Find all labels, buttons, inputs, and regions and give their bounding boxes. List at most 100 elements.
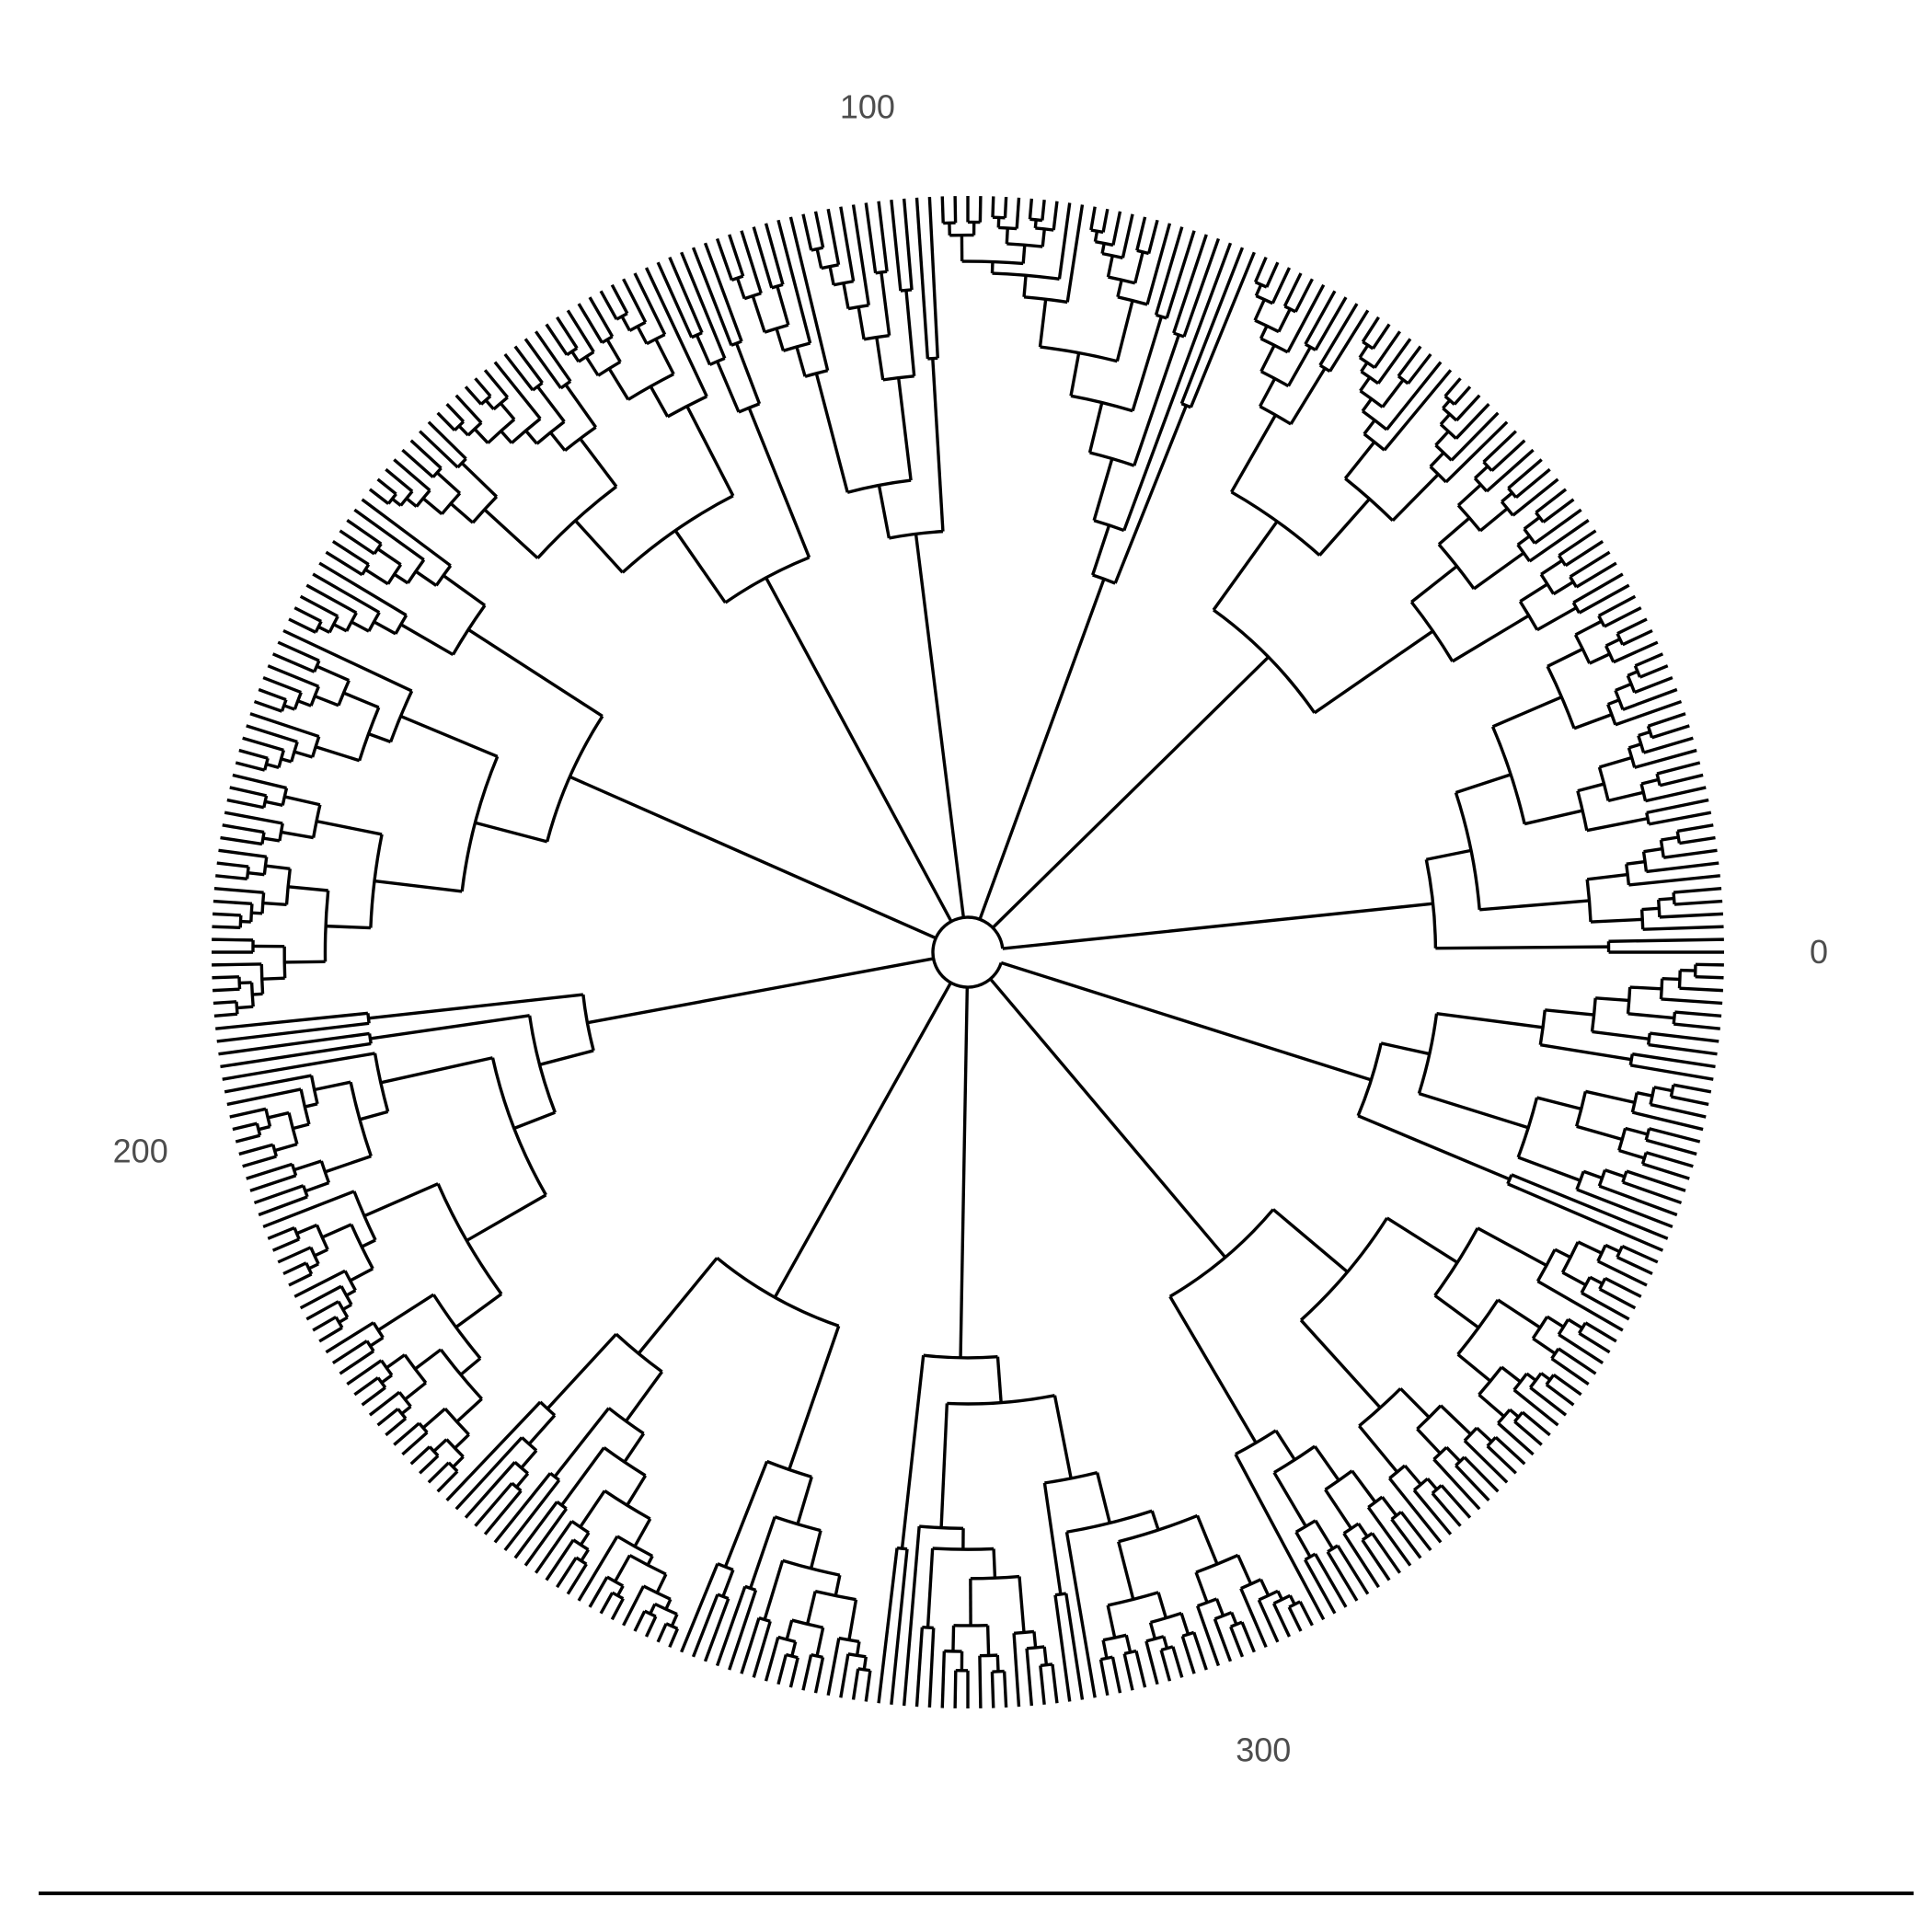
connector-arc — [563, 425, 597, 453]
connector-arc — [260, 832, 266, 845]
internal-branch — [1236, 1554, 1253, 1585]
internal-branch — [1179, 1612, 1190, 1635]
internal-branch — [1018, 1576, 1026, 1633]
tip-branch — [978, 1655, 983, 1708]
tip-branch — [224, 1074, 312, 1094]
connector-arc — [235, 1001, 239, 1015]
connector-arc — [1013, 1629, 1035, 1635]
tip-branch — [436, 1470, 459, 1493]
tip-branch — [242, 1155, 277, 1168]
tip-branch — [1122, 242, 1233, 532]
connector-arc — [1145, 1635, 1165, 1643]
connector-arc — [1640, 1152, 1648, 1165]
internal-branch — [1662, 976, 1680, 982]
tip-branch — [1679, 986, 1724, 993]
tip-branch — [864, 202, 878, 274]
tip-branch — [1328, 309, 1370, 373]
internal-branch — [457, 424, 470, 437]
internal-branch — [1491, 696, 1563, 729]
tip-branch — [1385, 361, 1443, 431]
connector-arc — [1359, 389, 1384, 408]
tip-branch — [493, 361, 542, 420]
tip-branch — [1608, 937, 1724, 943]
connector-arc — [1344, 477, 1394, 523]
internal-branch — [1604, 1243, 1621, 1254]
connector-arc — [900, 288, 913, 293]
connector-arc — [1168, 1208, 1275, 1298]
connector-arc — [1456, 1299, 1500, 1356]
connector-arc — [811, 1652, 823, 1660]
connector-arc — [846, 478, 912, 494]
connector-arc — [1100, 1655, 1113, 1662]
connector-arc — [367, 1033, 373, 1044]
internal-branch — [1517, 1156, 1581, 1182]
internal-branch — [788, 1325, 841, 1470]
internal-branch — [377, 1293, 435, 1332]
tip-branch — [902, 1525, 921, 1707]
internal-branch — [459, 1357, 482, 1376]
tip-branch — [1647, 712, 1686, 728]
connector-arc — [358, 707, 381, 762]
internal-branch — [1586, 872, 1628, 881]
internal-branch — [1100, 243, 1106, 254]
tip-branch — [409, 1445, 431, 1466]
tip-branch — [288, 617, 316, 634]
tip-branch — [267, 1226, 295, 1240]
tip-branch — [1271, 267, 1292, 305]
tip-branch — [839, 1653, 850, 1698]
internal-branch — [626, 1474, 648, 1507]
internal-branch — [314, 1080, 351, 1092]
internal-branch — [896, 377, 913, 481]
internal-branch — [587, 957, 934, 1025]
internal-branch — [815, 248, 823, 269]
tip-branch — [1180, 1635, 1196, 1674]
internal-branch — [265, 763, 280, 769]
tick-label-200: 200 — [113, 1133, 168, 1170]
tip-branch — [267, 664, 319, 688]
internal-branch — [1052, 1395, 1073, 1479]
internal-branch — [1574, 619, 1603, 637]
connector-arc — [1150, 1611, 1182, 1625]
tip-branch — [213, 1000, 237, 1006]
tip-branch — [1229, 1626, 1245, 1658]
connector-arc — [287, 1112, 299, 1145]
internal-branch — [857, 306, 866, 340]
internal-branch — [473, 428, 489, 444]
tip-branch — [376, 477, 397, 496]
tip-branch — [1065, 204, 1085, 303]
tip-branch — [376, 1408, 399, 1427]
connector-arc — [1259, 405, 1292, 426]
tip-branch — [1663, 848, 1718, 859]
tip-branch — [215, 874, 247, 881]
tip-branch — [305, 1300, 339, 1321]
tip-branch — [1626, 1169, 1686, 1192]
tip-branch — [212, 925, 241, 929]
internal-branch — [1426, 1478, 1439, 1490]
tip-branch — [752, 1620, 772, 1678]
tip-branch — [249, 1174, 297, 1192]
internal-branch — [1509, 1408, 1520, 1419]
internal-branch — [564, 384, 597, 429]
internal-branch — [369, 1336, 385, 1348]
connector-arc — [1641, 851, 1649, 872]
tip-branch — [1455, 403, 1490, 440]
connector-arc — [339, 1285, 353, 1305]
tip-branch — [246, 1162, 293, 1180]
tip-branch — [325, 1321, 374, 1354]
tip-branch — [728, 234, 745, 277]
tip-branch — [1397, 345, 1422, 377]
connector-arc — [1259, 337, 1289, 354]
tip-branch — [1648, 1042, 1718, 1056]
tip-branch — [813, 1657, 825, 1694]
internal-branch — [995, 1356, 1003, 1403]
connector-arc — [1417, 1013, 1439, 1095]
connector-arc — [1095, 240, 1114, 247]
internal-branch — [1363, 419, 1376, 435]
connector-arc — [1213, 608, 1317, 714]
internal-branch — [1545, 1008, 1594, 1017]
internal-branch — [1546, 1315, 1565, 1328]
connector-arc — [1604, 645, 1616, 663]
tip-branch — [556, 316, 579, 350]
internal-branch — [314, 695, 339, 707]
internal-branch — [252, 992, 263, 996]
